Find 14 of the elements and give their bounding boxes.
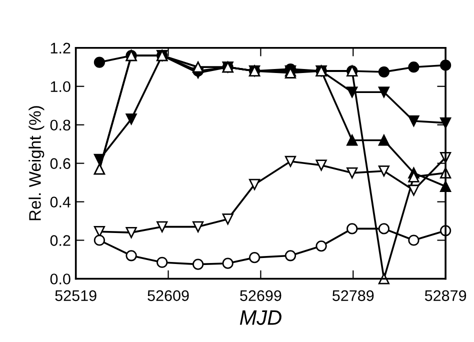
x-axis-title: MJD bbox=[240, 310, 282, 325]
x-tick-label: 52519 bbox=[55, 290, 96, 302]
y-tick-label: 0.0 bbox=[50, 274, 70, 284]
x-tick-label: 52609 bbox=[148, 290, 189, 302]
y-tick-label: 0.6 bbox=[50, 158, 70, 169]
x-tick-label: 52789 bbox=[332, 290, 374, 302]
y-axis-title: Rel. Weight (%) bbox=[28, 106, 44, 220]
y-tick-label: 1.2 bbox=[50, 42, 70, 54]
y-tick-label: 0.4 bbox=[50, 196, 71, 208]
x-tick-label: 52879 bbox=[424, 290, 466, 302]
y-tick-label: 0.2 bbox=[50, 235, 70, 246]
x-tick-label: 52699 bbox=[240, 290, 282, 302]
y-tick-label: 0.8 bbox=[50, 120, 70, 131]
y-tick-label: 1.0 bbox=[50, 81, 70, 92]
